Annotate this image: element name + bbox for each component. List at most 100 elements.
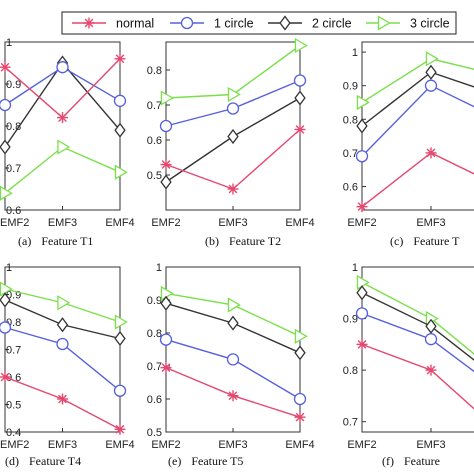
x-tick-label: EMF3 <box>218 439 247 451</box>
series-line <box>361 292 474 361</box>
y-tick-label: 0.9 <box>343 314 358 326</box>
x-tick-label: EMF3 <box>416 217 445 229</box>
series-layer <box>159 285 308 423</box>
diamond-shape <box>294 345 306 361</box>
circle-shape <box>159 333 173 346</box>
series-normal <box>356 338 474 410</box>
data-point <box>424 333 438 346</box>
data-point <box>0 371 11 383</box>
diamond-shape <box>114 122 126 138</box>
y-tick-label: 0.7 <box>6 163 21 175</box>
caption-text: Feature T4 <box>29 454 81 468</box>
axes-frame <box>165 266 301 433</box>
panel-caption: (b) Feature T2 <box>205 234 281 248</box>
x-tick-label: EMF3 <box>48 439 77 451</box>
triangle-shape <box>57 139 71 155</box>
y-tick-label: 0.8 <box>147 328 162 340</box>
series-line <box>361 281 474 355</box>
caption-prefix: (b) <box>205 234 219 248</box>
series-1-circle <box>0 321 127 397</box>
triangle-shape <box>425 51 439 67</box>
triangle-shape <box>57 295 71 311</box>
circle-shape <box>424 79 438 92</box>
data-point <box>227 128 239 145</box>
caption-text: Feature T5 <box>191 454 243 468</box>
y-tick-label: 1 <box>156 262 162 274</box>
data-point <box>294 124 306 135</box>
data-point <box>57 295 71 311</box>
data-point <box>114 53 126 65</box>
data-point <box>294 90 306 106</box>
legend-label: normal <box>116 17 154 31</box>
data-point <box>356 285 368 301</box>
y-tick-label: 0.8 <box>343 365 358 377</box>
data-point <box>425 364 437 376</box>
data-point <box>355 307 369 320</box>
series-2-circle <box>356 285 474 361</box>
series-3-circle <box>160 285 308 344</box>
data-point <box>425 147 437 159</box>
data-point <box>425 51 439 67</box>
data-point <box>159 333 173 346</box>
diamond-shape <box>0 292 11 308</box>
asterisk-stroke <box>426 365 436 375</box>
panel-caption: (f) Feature <box>382 454 440 468</box>
y-tick-label: 0.4 <box>6 427 21 439</box>
series-normal <box>0 371 126 435</box>
series-1-circle <box>159 333 307 406</box>
triangle-shape <box>356 94 370 111</box>
series-line <box>361 152 474 208</box>
asterisk-stroke <box>357 202 367 212</box>
series-2-circle <box>160 295 306 361</box>
triangle-shape <box>0 185 13 201</box>
triangle-shape <box>160 285 174 302</box>
series-3-circle <box>160 37 308 106</box>
panel-caption: (c) Feature T <box>390 234 460 248</box>
data-point <box>294 411 306 423</box>
y-tick-label: 0.6 <box>6 205 21 217</box>
series-normal <box>356 147 474 213</box>
series-layer <box>0 281 128 435</box>
series-3-circle <box>356 51 474 111</box>
circle-shape <box>355 150 369 163</box>
y-tick-label: 0.7 <box>147 361 162 373</box>
data-point <box>113 94 127 107</box>
series-1-circle <box>159 74 307 133</box>
data-point <box>356 274 370 291</box>
data-point <box>57 139 71 155</box>
asterisk-stroke <box>295 125 305 134</box>
data-point <box>114 423 126 435</box>
data-point <box>294 345 306 361</box>
series-normal <box>160 362 306 423</box>
y-tick-label: 1 <box>6 262 12 274</box>
triangle-shape <box>294 37 308 54</box>
chart-panel-6: 10.90.80.7EMF2EMF3EMF4(f)Feature <box>343 262 474 468</box>
data-point <box>293 74 307 87</box>
data-point <box>0 61 11 73</box>
x-tick-label: EMF4 <box>105 217 134 229</box>
triangle-shape <box>356 274 370 291</box>
y-tick-label: 0.7 <box>6 345 21 357</box>
series-normal <box>0 53 126 124</box>
data-point <box>0 321 12 334</box>
data-point <box>0 98 12 112</box>
data-point <box>425 64 437 80</box>
data-point <box>0 281 13 297</box>
x-tick-label: EMF2 <box>347 439 376 451</box>
series-line <box>4 146 121 194</box>
diamond-shape <box>160 295 172 311</box>
data-point <box>294 37 308 54</box>
data-point <box>0 292 11 308</box>
y-tick-label: 0.9 <box>6 79 21 91</box>
y-tick-label: 0.8 <box>147 65 162 77</box>
caption-text: Feature <box>404 454 440 468</box>
y-tick-label: 0.6 <box>6 372 21 384</box>
series-3-circle <box>0 281 128 330</box>
data-point <box>356 201 368 213</box>
circle-shape <box>56 337 69 351</box>
circle-shape <box>56 61 69 74</box>
data-point <box>227 315 239 331</box>
